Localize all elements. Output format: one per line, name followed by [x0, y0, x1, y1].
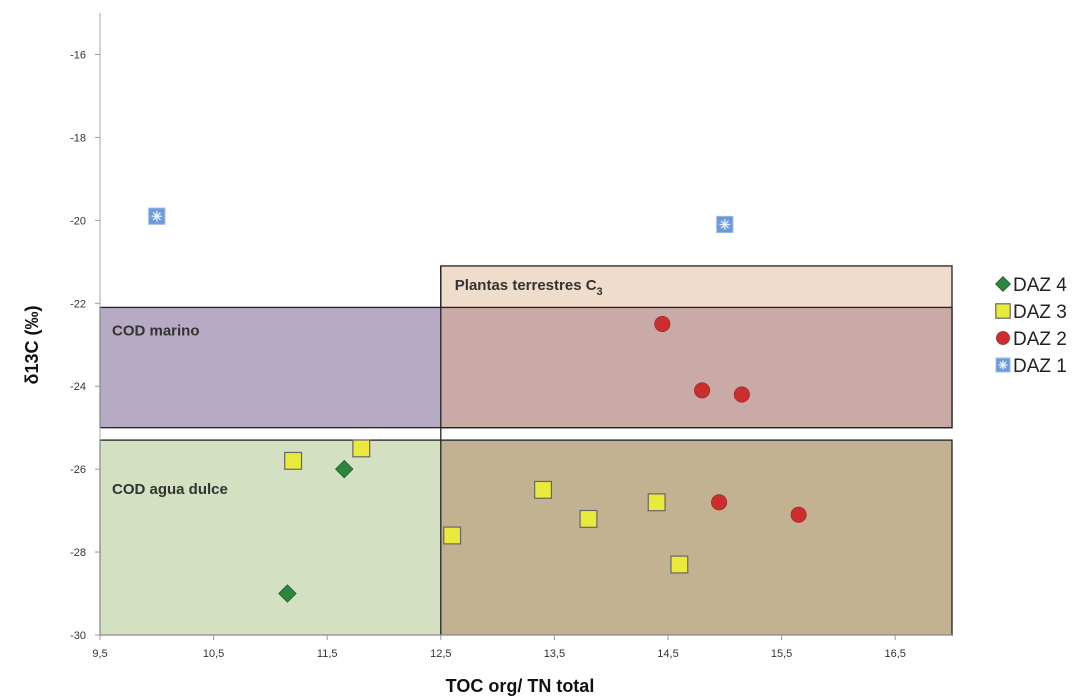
region-label-cod-marino: COD marino [112, 322, 200, 339]
point-daz-2 [654, 315, 671, 332]
x-tick-label: 13,5 [544, 648, 565, 660]
x-tick-label: 14,5 [657, 648, 678, 660]
x-tick-label: 11,5 [317, 648, 338, 660]
y-tick-label: -20 [70, 215, 86, 227]
axes-layer: 9,5 10,5 11,5 12,5 13,5 14,5 15,5 16,5 -16 -18 -20… [70, 13, 952, 660]
point-daz-2 [694, 382, 711, 399]
x-tick-label: 9,5 [92, 648, 107, 660]
x-axis-title: TOC org/ TN total [446, 676, 595, 696]
y-tick-label: -22 [70, 298, 86, 310]
y-tick-label: -24 [70, 381, 86, 393]
legend-marker-daz-2 [996, 331, 1010, 345]
point-daz-3 [534, 480, 553, 499]
region-label-cod-agua-dulce: COD agua dulce [112, 481, 228, 498]
point-daz-3 [670, 555, 689, 574]
point-daz-3 [352, 439, 371, 458]
legend-marker-daz-3 [995, 303, 1011, 319]
region-cod-marino [100, 307, 441, 428]
marker-asterisk-stroke [152, 212, 161, 221]
region-label-subscript: 3 [597, 286, 603, 298]
point-daz-2 [790, 506, 807, 523]
point-daz-3 [647, 493, 666, 512]
legend: DAZ 4 DAZ 3 DAZ 2 DAZ 1 [994, 275, 1067, 377]
legend-label-daz-3: DAZ 3 [1013, 302, 1067, 323]
legend-marker-daz-4 [994, 275, 1012, 293]
x-tick-label: 16,5 [884, 648, 905, 660]
points-layer [148, 207, 807, 603]
legend-label-daz-2: DAZ 2 [1013, 329, 1067, 350]
x-tick-label: 15,5 [771, 648, 792, 660]
point-daz-3 [443, 526, 462, 545]
point-daz-3 [579, 509, 598, 528]
point-daz-1 [716, 215, 734, 234]
point-daz-1 [148, 207, 166, 225]
y-tick-label: -28 [70, 547, 86, 559]
region-cod-marino-overlap [440, 307, 952, 428]
marker-asterisk-stroke [999, 361, 1007, 369]
point-daz-4 [334, 459, 354, 479]
legend-label-daz-1: DAZ 1 [1013, 356, 1067, 377]
y-tick-label: -26 [70, 464, 86, 476]
regions-layer: Plantas terrestres C3 COD marino COD agua … [99, 265, 953, 636]
region-label-plantas-terrestres: Plantas terrestres C3 [455, 277, 603, 298]
legend-marker-daz-1 [995, 357, 1011, 373]
y-tick-label: -16 [70, 49, 86, 61]
point-daz-2 [733, 386, 750, 403]
marker-asterisk-stroke [720, 220, 729, 229]
x-tick-label: 12,5 [430, 648, 451, 660]
legend-label-daz-4: DAZ 4 [1013, 275, 1067, 296]
point-daz-4 [278, 584, 297, 603]
region-cod-agua-dulce-overlap [440, 440, 952, 635]
region-cod-agua-dulce [100, 440, 441, 635]
y-tick-label: -30 [70, 630, 86, 642]
point-daz-2 [711, 494, 728, 511]
point-daz-3 [284, 451, 303, 470]
y-axis-title: δ13C (‰) [22, 306, 42, 385]
y-tick-label: -18 [70, 132, 86, 144]
x-tick-label: 10,5 [203, 648, 224, 660]
